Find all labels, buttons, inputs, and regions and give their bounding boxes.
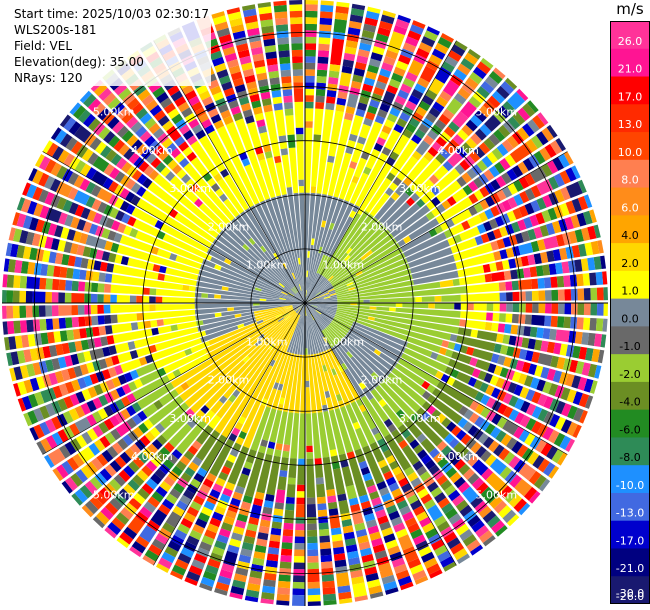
range-ring-label: 5.00km — [93, 106, 135, 119]
velocity-gates — [2, 18, 602, 605]
colorbar: 26.0 21.0 17.0 13.0 10.0 8.0 6.0 4.0 2.0 1.0 0.0 -1… — [610, 21, 650, 604]
colorbar-band — [610, 48, 650, 78]
azimuth-spoke — [304, 302, 568, 455]
ppi-chart: 1.00km 1.00km 1.00km 1.00km 2.00km 2.00km 2.00… — [2, 0, 608, 606]
colorbar-tick-label: -6.0 — [619, 423, 640, 436]
colorbar-tick-label: 2.0 — [621, 257, 639, 270]
colorbar-tick-label: 26.0 — [618, 35, 643, 48]
range-ring-label: 4.00km — [131, 450, 173, 463]
colorbar-tick-label: 6.0 — [621, 201, 639, 214]
colorbar-tick-label: -17.0 — [616, 534, 644, 547]
ppi-grid-layer — [2, 0, 608, 606]
colorbar-band — [610, 243, 650, 272]
colorbar-tick-label: -1.0 — [619, 340, 640, 353]
colorbar-tick-label: -4.0 — [619, 396, 640, 409]
colorbar-band — [610, 576, 650, 604]
range-ring-label: 4.00km — [437, 144, 479, 157]
colorbar-band — [610, 437, 650, 466]
range-ring-label: 5.00km — [93, 488, 135, 501]
colorbar-band — [610, 520, 650, 549]
colorbar-band — [610, 270, 650, 300]
range-ring-label: 1.00km — [322, 259, 364, 272]
ppi-sector-layer — [2, 0, 608, 606]
range-ring-label: 2.00km — [208, 220, 250, 233]
range-ring-label: 3.00km — [399, 182, 441, 195]
range-ring-label: 1.00km — [322, 335, 364, 348]
range-ring-label: 1.00km — [246, 335, 288, 348]
colorbar-band — [610, 159, 650, 189]
colorbar-band — [610, 465, 650, 494]
range-ring-label: 5.00km — [476, 106, 518, 119]
colorbar-unit: m/s — [616, 0, 644, 18]
start-time-text: Start time: 2025/10/03 02:30:17 — [14, 7, 209, 21]
range-ring-label: 2.00km — [361, 220, 403, 233]
field-text: Field: VEL — [14, 39, 73, 53]
colorbar-tick-label: 17.0 — [618, 90, 643, 103]
range-ring-label: 3.00km — [169, 412, 211, 425]
colorbar-band — [610, 492, 650, 522]
colorbar-tick-label: 13.0 — [618, 118, 643, 131]
colorbar-tick-label: -21.0 — [616, 562, 644, 575]
colorbar-tick-label: -8.0 — [619, 451, 640, 464]
range-ring-label: 1.00km — [246, 259, 288, 272]
velocity-gates — [3, 14, 594, 603]
colorbar-band — [610, 409, 650, 438]
metadata-box: Start time: 2025/10/03 02:30:17 WLS200s-… — [12, 6, 211, 86]
colorbar-band — [610, 132, 650, 161]
colorbar-tick-label: -2.0 — [619, 368, 640, 381]
colorbar-band — [610, 215, 650, 244]
colorbar-tick-label: -13.0 — [616, 507, 644, 520]
colorbar-tick-label: -10.0 — [616, 479, 644, 492]
elevation-text: Elevation(deg): 35.00 — [14, 55, 144, 69]
range-ring-label: 3.00km — [399, 412, 441, 425]
velocity-gates — [33, 34, 608, 585]
colorbar-band — [610, 381, 650, 411]
colorbar-tick-label: 4.0 — [621, 229, 639, 242]
nrays-text: NRays: 120 — [14, 71, 83, 85]
azimuth-spoke — [304, 40, 457, 304]
range-ring-label: 3.00km — [169, 182, 211, 195]
station-name-text: WLS200s-181 — [14, 23, 97, 37]
colorbar-band — [610, 298, 650, 327]
velocity-gates — [4, 2, 598, 600]
azimuth-spoke — [304, 302, 457, 566]
colorbar-tick-label: 8.0 — [621, 174, 639, 187]
range-label-layer: 1.00km 1.00km 1.00km 1.00km 2.00km 2.00km 2.00… — [93, 106, 517, 502]
range-ring-label: 4.00km — [437, 450, 479, 463]
colorbar-tick-label: 10.0 — [618, 146, 643, 159]
colorbar-band — [610, 76, 650, 105]
colorbar-band — [610, 187, 650, 216]
range-ring-label: 2.00km — [361, 374, 403, 387]
colorbar-band — [610, 548, 650, 577]
azimuth-spoke — [42, 151, 306, 304]
range-ring-label: 4.00km — [131, 144, 173, 157]
colorbar-tick-label: -26.0 — [616, 590, 644, 603]
colorbar-tick-label: 0.0 — [621, 312, 639, 325]
range-ring-label: 5.00km — [476, 488, 518, 501]
colorbar-band — [610, 104, 650, 133]
azimuth-spoke — [42, 302, 306, 455]
colorbar-tick-label: 21.0 — [618, 63, 643, 76]
azimuth-spoke — [304, 151, 568, 304]
range-ring-label: 2.00km — [208, 374, 250, 387]
colorbar-band — [610, 21, 650, 50]
colorbar-tick-label: 1.0 — [621, 285, 639, 298]
colorbar-band — [610, 354, 650, 383]
azimuth-spoke — [153, 302, 306, 566]
colorbar-tick-label: -30.0 — [616, 587, 644, 600]
colorbar-band — [610, 326, 650, 355]
